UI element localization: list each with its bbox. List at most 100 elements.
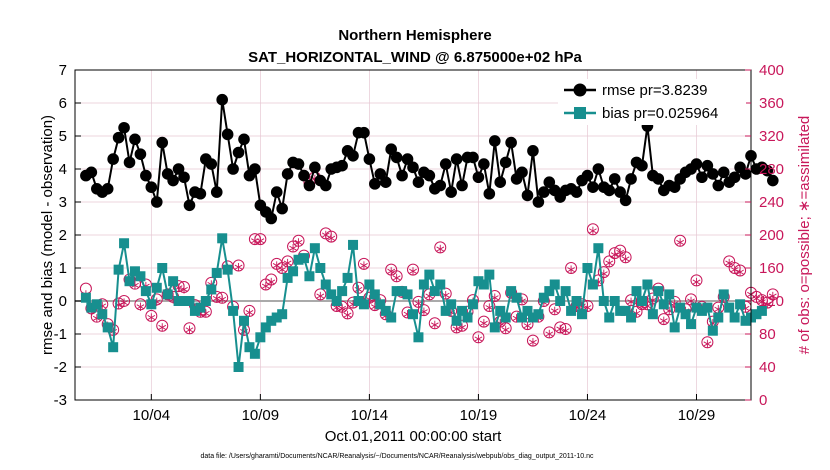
- bias-point: [560, 286, 571, 297]
- bias-point: [298, 253, 309, 264]
- rmse-point: [107, 153, 119, 165]
- rmse-point: [118, 121, 130, 134]
- rmse-point: [412, 176, 425, 188]
- bias-point: [331, 296, 342, 306]
- rmse-point: [270, 186, 283, 198]
- assimilated-obs-marker: [474, 334, 483, 344]
- bias-point: [473, 276, 484, 287]
- bias-point: [200, 296, 211, 306]
- rmse-point: [379, 176, 392, 188]
- rmse-point: [767, 174, 779, 187]
- bias-point: [751, 309, 762, 320]
- bias-point: [342, 272, 353, 283]
- legend: rmse pr=3.8239 bias pr=0.025964: [558, 79, 746, 125]
- legend-rmse-marker: [573, 83, 587, 97]
- x-tick-label: 10/04: [133, 407, 171, 424]
- bias-point: [696, 305, 707, 316]
- bias-point: [500, 312, 511, 323]
- rmse-point: [374, 168, 387, 180]
- assimilated-obs-marker: [147, 313, 156, 322]
- rmse-point: [636, 159, 648, 172]
- bias-point: [386, 312, 397, 323]
- rmse-point: [336, 159, 348, 172]
- bias-point: [326, 289, 337, 300]
- assimilated-obs-marker: [501, 325, 510, 335]
- rmse-point: [298, 169, 310, 182]
- rmse-point: [363, 153, 376, 165]
- assimilated-obs-marker: [436, 244, 445, 254]
- bias-point: [408, 309, 418, 320]
- bias-point: [119, 238, 130, 249]
- bias-point: [288, 266, 299, 277]
- rmse-point: [494, 176, 507, 188]
- y-right-tick-label: 0: [759, 392, 767, 409]
- bias-point: [162, 289, 173, 300]
- bias-point: [713, 312, 724, 323]
- y-right-tick-label: 80: [759, 326, 776, 343]
- bias-point: [228, 305, 239, 316]
- bias-point: [506, 286, 517, 297]
- bias-point: [631, 286, 642, 297]
- rmse-point: [434, 179, 447, 192]
- bias-point: [80, 292, 91, 303]
- rmse-point: [488, 135, 501, 147]
- bias-point: [756, 305, 767, 316]
- bias-point: [86, 302, 97, 313]
- bias-point: [91, 299, 102, 310]
- assimilated-obs-marker: [294, 238, 303, 247]
- rmse-point: [167, 174, 179, 187]
- bias-point: [577, 309, 587, 320]
- bias-point: [140, 286, 151, 297]
- assimilated-obs-marker: [480, 319, 488, 328]
- legend-box: [558, 79, 746, 125]
- y-axis-left-label: rmse and bias (model - observation): [39, 115, 56, 355]
- rmse-point: [696, 171, 708, 184]
- rmse-point: [483, 187, 496, 200]
- x-tick-label: 10/14: [351, 407, 389, 424]
- assimilated-obs-marker: [256, 236, 265, 245]
- assimilated-obs-marker: [703, 339, 712, 349]
- rmse-point: [587, 181, 599, 193]
- assimilated-obs-marker: [583, 303, 592, 312]
- rmse-point: [123, 156, 136, 169]
- rmse-point: [210, 186, 223, 198]
- bias-point: [151, 282, 162, 293]
- bias-point: [729, 312, 740, 323]
- rmse-point: [570, 186, 583, 198]
- bias-point: [642, 279, 653, 290]
- assimilated-obs-marker: [550, 306, 559, 316]
- bias-point: [364, 279, 375, 290]
- rmse-point: [581, 169, 594, 182]
- assimilated-obs-marker: [136, 302, 145, 311]
- assimilated-obs-marker: [736, 267, 744, 277]
- y-right-tick-label: 160: [759, 260, 784, 277]
- assimilated-obs-marker: [523, 321, 532, 330]
- bias-point: [397, 286, 408, 297]
- bias-point: [571, 296, 582, 306]
- bias-point: [609, 296, 620, 306]
- assimilated-obs-marker: [218, 295, 227, 304]
- rmse-point: [156, 136, 169, 149]
- rmse-point: [249, 163, 261, 175]
- chart-title-line1: Northern Hemisphere: [338, 27, 491, 44]
- bias-point: [566, 305, 577, 316]
- bias-point: [511, 292, 522, 303]
- rmse-point: [614, 186, 626, 198]
- bias-point: [489, 322, 500, 333]
- bias-point: [157, 263, 168, 273]
- bias-point: [244, 342, 255, 353]
- rmse-point: [592, 163, 605, 175]
- bias-point: [233, 362, 244, 372]
- bias-point: [255, 332, 266, 343]
- y-right-tick-label: 120: [759, 293, 784, 310]
- data-file-footnote: data file: /Users/gharamti/Documents/NCA…: [200, 453, 594, 460]
- rmse-point: [101, 183, 114, 195]
- y-left-tick-label: -2: [54, 359, 67, 376]
- rmse-point: [276, 202, 288, 215]
- y-right-tick-label: 320: [759, 128, 784, 145]
- assimilated-obs-marker: [316, 291, 325, 301]
- y-axis-right-label: # of obs: o=possible; ∗=assimilated: [796, 116, 813, 355]
- y-right-tick-label: 400: [759, 62, 784, 79]
